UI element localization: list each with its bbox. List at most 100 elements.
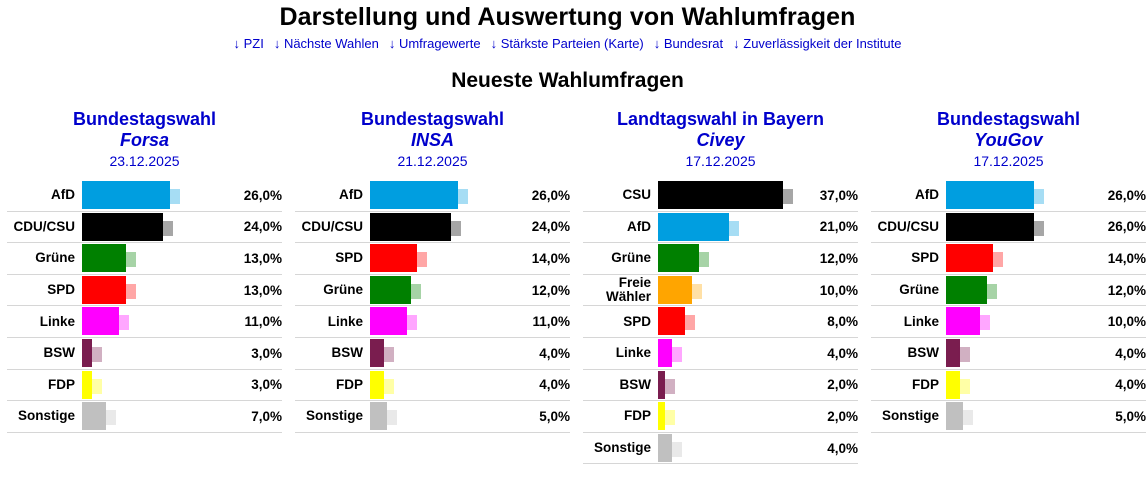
poll-institute[interactable]: INSA — [410, 130, 454, 150]
poll-date: 17.12.2025 — [973, 153, 1044, 169]
previous-value-marker — [1031, 189, 1044, 204]
value-label: 26,0% — [243, 187, 282, 203]
poll-header[interactable]: Bundestagswahl YouGov 17.12.2025 — [871, 108, 1146, 171]
previous-value-marker — [167, 189, 180, 204]
bar-area — [82, 370, 207, 399]
previous-value-marker — [381, 378, 394, 394]
party-row: CDU/CSU 26,0% — [871, 212, 1146, 244]
value-label: 26,0% — [531, 187, 570, 203]
poll-rows: AfD 26,0% CDU/CSU 24,0% Grüne 13,0% SPD 13,0% Li… — [7, 180, 282, 433]
bar-area — [658, 338, 783, 367]
party-row: Sonstige 5,0% — [295, 401, 570, 433]
value-label: 5,0% — [1115, 408, 1146, 424]
poll-date: 21.12.2025 — [397, 153, 468, 169]
value-label: 5,0% — [539, 408, 570, 424]
page-title: Darstellung und Auswertung von Wahlumfra… — [279, 3, 856, 31]
value-label: 4,0% — [539, 377, 570, 393]
previous-value-marker — [415, 252, 428, 268]
party-label: SPD — [335, 250, 363, 266]
nav-link-1[interactable]: ↓ Nächste Wahlen — [273, 36, 379, 51]
bar — [82, 275, 126, 304]
previous-value-marker — [123, 252, 136, 268]
bar — [82, 244, 126, 273]
bar-area — [658, 212, 783, 241]
bar-area — [946, 370, 1071, 399]
value-label: 4,0% — [827, 440, 858, 456]
previous-value-marker — [455, 189, 468, 204]
party-label: FDP — [624, 408, 651, 424]
poll-election-title[interactable]: Bundestagswahl — [360, 109, 505, 129]
previous-value-marker — [384, 410, 397, 426]
party-row: BSW 4,0% — [871, 338, 1146, 370]
party-label: FDP — [336, 376, 363, 392]
party-row: Sonstige 5,0% — [871, 401, 1146, 433]
bar — [658, 275, 692, 304]
bar — [658, 402, 665, 431]
bar-area — [946, 275, 1071, 304]
party-label: FDP — [48, 376, 75, 392]
nav-links: ↓ PZI ↓ Nächste Wahlen ↓ Umfragewerte ↓ Stä… — [0, 36, 1135, 51]
previous-value-marker — [726, 220, 739, 236]
party-label: AfD — [51, 187, 75, 203]
bar — [370, 244, 418, 273]
poll-institute[interactable]: YouGov — [974, 130, 1043, 150]
party-row: Sonstige 4,0% — [583, 433, 858, 465]
poll-header[interactable]: Bundestagswahl INSA 21.12.2025 — [295, 108, 570, 171]
bar-area — [82, 212, 207, 241]
bar-area — [82, 338, 207, 367]
bar-area — [658, 275, 783, 304]
party-label: BSW — [907, 345, 940, 361]
party-label: Grüne — [899, 282, 939, 298]
poll-election-title[interactable]: Landtagswahl in Bayern — [616, 109, 825, 129]
previous-value-marker — [957, 378, 970, 394]
nav-link-4[interactable]: ↓ Bundesrat — [653, 36, 724, 51]
bar-area — [370, 338, 495, 367]
value-label: 11,0% — [244, 314, 282, 330]
previous-value-marker — [991, 252, 1004, 268]
party-row: AfD 21,0% — [583, 212, 858, 244]
party-row: AfD 26,0% — [871, 180, 1146, 212]
value-label: 21,0% — [819, 219, 858, 235]
party-label: BSW — [331, 345, 364, 361]
value-label: 10,0% — [1107, 314, 1146, 330]
bar — [82, 402, 106, 431]
party-row: Linke 11,0% — [7, 306, 282, 338]
value-label: 7,0% — [251, 408, 282, 424]
bar — [658, 307, 686, 336]
party-label: SPD — [623, 313, 651, 329]
bar-area — [946, 212, 1071, 241]
poll-institute[interactable]: Civey — [696, 130, 745, 150]
bar — [658, 212, 729, 241]
bar — [82, 212, 164, 241]
party-label: BSW — [619, 376, 652, 392]
party-label: CDU/CSU — [301, 218, 363, 234]
bar-area — [370, 181, 495, 209]
bar — [946, 181, 1034, 209]
nav-link-3[interactable]: ↓ Stärkste Parteien (Karte) — [490, 36, 644, 51]
poll-election-title[interactable]: Bundestagswahl — [936, 109, 1081, 129]
previous-value-marker — [662, 410, 675, 426]
party-label: Linke — [39, 313, 75, 329]
bar — [82, 370, 93, 399]
bar — [946, 212, 1034, 241]
poll-header[interactable]: Landtagswahl in Bayern Civey 17.12.2025 — [583, 108, 858, 171]
poll-institute[interactable]: Forsa — [119, 130, 170, 150]
poll-header[interactable]: Bundestagswahl Forsa 23.12.2025 — [7, 108, 282, 171]
party-row: SPD 8,0% — [583, 306, 858, 338]
previous-value-marker — [103, 410, 116, 426]
value-label: 26,0% — [1107, 219, 1146, 235]
nav-link-0[interactable]: ↓ PZI — [233, 36, 264, 51]
poll-election-title[interactable]: Bundestagswahl — [72, 109, 217, 129]
party-label: AfD — [915, 187, 939, 203]
nav-link-2[interactable]: ↓ Umfragewerte — [388, 36, 481, 51]
previous-value-marker — [669, 441, 682, 457]
bar-area — [82, 181, 207, 209]
nav-link-5[interactable]: ↓ Zuverlässigkeit der Institute — [733, 36, 902, 51]
party-row: FDP 4,0% — [295, 370, 570, 402]
bar-area — [658, 402, 783, 431]
previous-value-marker — [696, 252, 709, 268]
bar — [946, 370, 960, 399]
bar-area — [370, 244, 495, 273]
party-label: Grüne — [35, 250, 75, 266]
party-row: CDU/CSU 24,0% — [7, 212, 282, 244]
